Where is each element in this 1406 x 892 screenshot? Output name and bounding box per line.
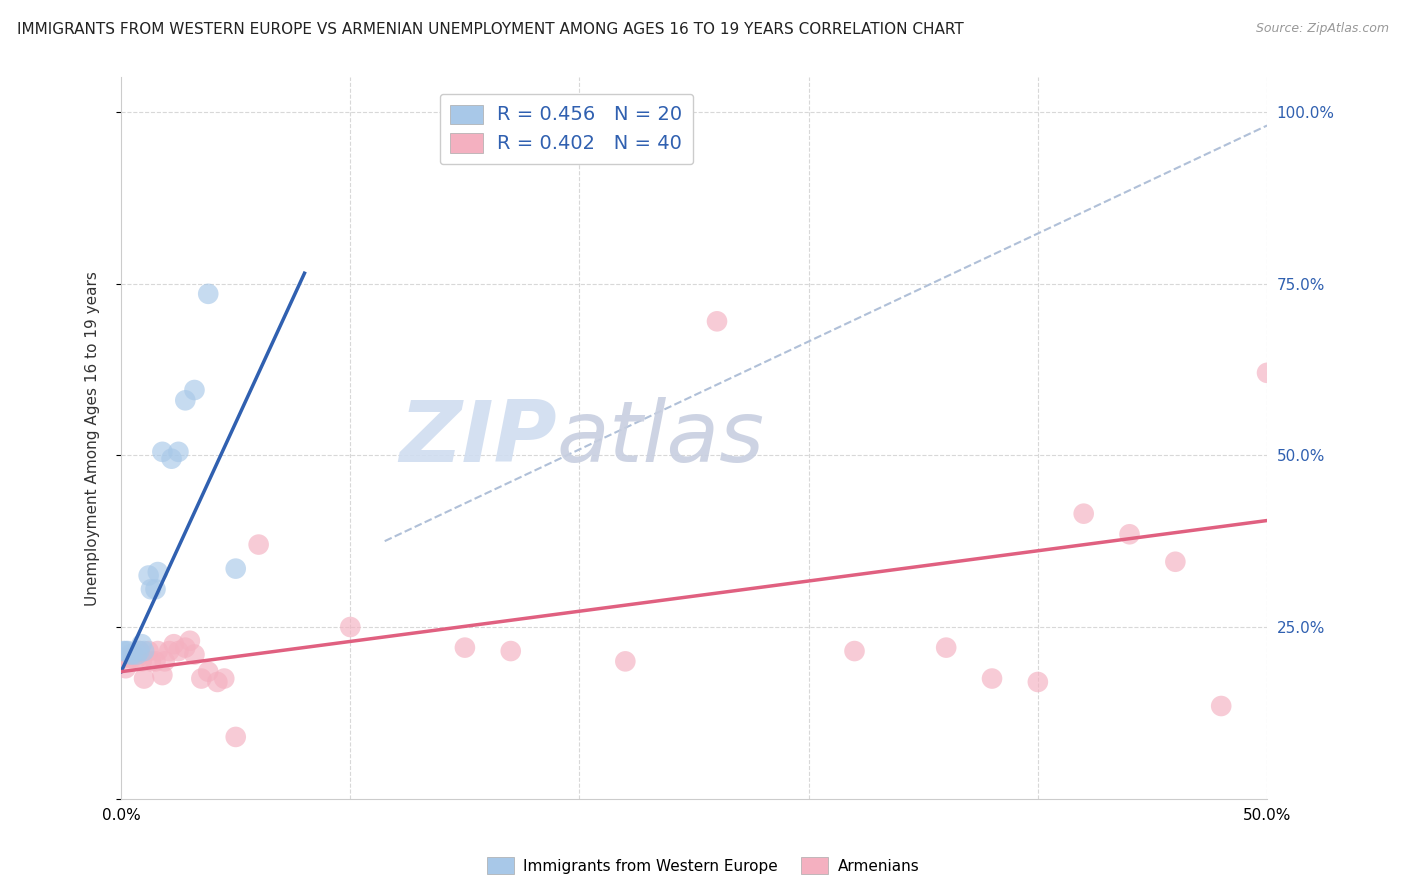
Point — [146, 565, 169, 579]
Point — [1026, 675, 1049, 690]
Point — [146, 644, 169, 658]
Point — [207, 675, 229, 690]
Point — [981, 672, 1004, 686]
Point — [138, 644, 160, 658]
Point — [153, 654, 176, 668]
Point — [150, 445, 173, 459]
Point — [121, 648, 143, 662]
Legend: Immigrants from Western Europe, Armenians: Immigrants from Western Europe, Armenian… — [481, 851, 925, 880]
Point — [121, 651, 143, 665]
Point — [225, 730, 247, 744]
Point — [499, 644, 522, 658]
Point — [163, 637, 186, 651]
Point — [114, 661, 136, 675]
Point — [183, 383, 205, 397]
Point — [139, 582, 162, 597]
Point — [339, 620, 361, 634]
Point — [131, 654, 153, 668]
Point — [214, 672, 236, 686]
Point — [132, 644, 155, 658]
Point — [1256, 366, 1278, 380]
Point — [112, 651, 135, 665]
Text: ZIP: ZIP — [399, 397, 557, 480]
Point — [167, 644, 190, 658]
Point — [844, 644, 866, 658]
Point — [197, 665, 219, 679]
Point — [128, 644, 150, 658]
Point — [150, 668, 173, 682]
Point — [157, 644, 180, 658]
Point — [183, 648, 205, 662]
Point — [247, 538, 270, 552]
Point — [139, 654, 162, 668]
Point — [167, 445, 190, 459]
Point — [160, 451, 183, 466]
Point — [174, 393, 197, 408]
Point — [225, 561, 247, 575]
Point — [128, 644, 150, 658]
Point — [454, 640, 477, 655]
Text: Source: ZipAtlas.com: Source: ZipAtlas.com — [1256, 22, 1389, 36]
Point — [614, 654, 637, 668]
Point — [131, 637, 153, 651]
Point — [1211, 698, 1233, 713]
Point — [120, 648, 142, 662]
Point — [138, 568, 160, 582]
Point — [1073, 507, 1095, 521]
Point — [1118, 527, 1140, 541]
Point — [174, 640, 197, 655]
Point — [127, 648, 149, 662]
Point — [132, 672, 155, 686]
Text: atlas: atlas — [557, 397, 765, 480]
Point — [120, 651, 142, 665]
Point — [145, 582, 167, 597]
Point — [1164, 555, 1187, 569]
Point — [179, 633, 201, 648]
Point — [117, 644, 139, 658]
Point — [114, 644, 136, 658]
Point — [935, 640, 957, 655]
Point — [190, 672, 212, 686]
Text: IMMIGRANTS FROM WESTERN EUROPE VS ARMENIAN UNEMPLOYMENT AMONG AGES 16 TO 19 YEAR: IMMIGRANTS FROM WESTERN EUROPE VS ARMENI… — [17, 22, 963, 37]
Point — [706, 314, 728, 328]
Legend: R = 0.456   N = 20, R = 0.402   N = 40: R = 0.456 N = 20, R = 0.402 N = 40 — [440, 94, 693, 164]
Point — [197, 286, 219, 301]
Point — [127, 651, 149, 665]
Point — [145, 654, 167, 668]
Point — [112, 644, 135, 658]
Y-axis label: Unemployment Among Ages 16 to 19 years: Unemployment Among Ages 16 to 19 years — [86, 270, 100, 606]
